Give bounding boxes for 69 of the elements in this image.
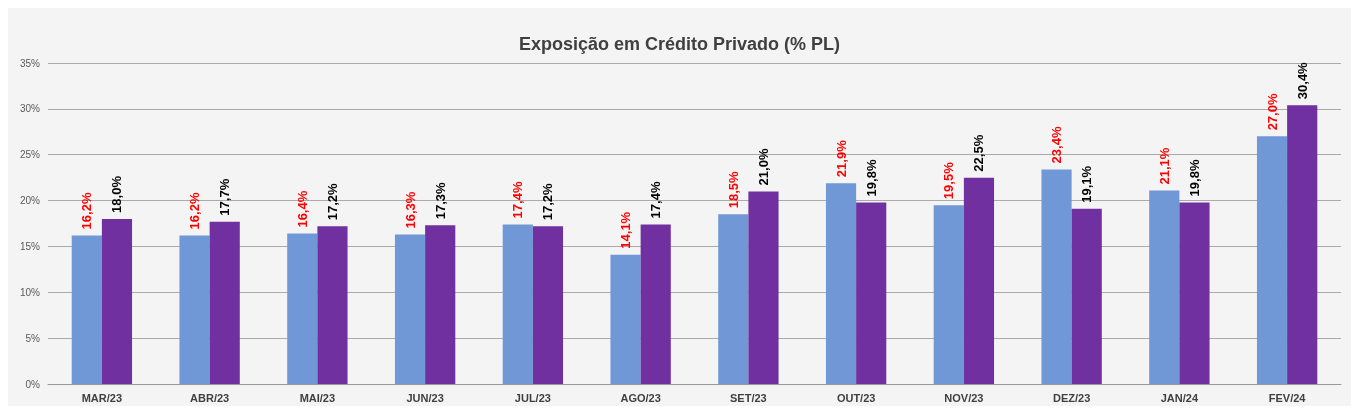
data-label: 19,8% — [1186, 159, 1202, 197]
x-tick-label: OUT/23 — [836, 391, 876, 404]
x-tick-label: FEV/24 — [1268, 391, 1307, 404]
data-label: 19,1% — [1079, 165, 1095, 203]
x-tick-label: ABR/23 — [190, 391, 230, 404]
y-tick-label: 15% — [19, 240, 41, 252]
bar — [640, 224, 671, 384]
y-tick-label: 20% — [19, 195, 41, 207]
bar — [394, 234, 426, 384]
bar — [502, 224, 533, 384]
x-tick-label: MAI/23 — [299, 391, 336, 404]
data-label: 22,5% — [971, 134, 987, 172]
data-label: 14,1% — [618, 211, 634, 249]
data-label: 19,8% — [863, 159, 879, 197]
y-tick-label: 10% — [19, 286, 41, 298]
x-tick-label: JUN/23 — [406, 391, 444, 404]
data-label: 30,4% — [1294, 61, 1310, 100]
x-tick-label: MAR/23 — [81, 391, 123, 404]
bar — [1256, 136, 1288, 384]
data-label: 19,5% — [941, 161, 957, 200]
bar — [825, 183, 857, 384]
data-label: 21,9% — [833, 139, 849, 178]
data-label: 17,4% — [510, 181, 526, 219]
data-label: 17,2% — [324, 182, 340, 221]
x-tick-label: DEZ/23 — [1052, 391, 1091, 404]
bar — [933, 205, 964, 384]
data-label: 17,4% — [648, 181, 664, 219]
x-tick-label: SET/23 — [730, 391, 767, 404]
bar — [1041, 169, 1072, 384]
data-label: 21,1% — [1156, 147, 1172, 185]
y-tick-label: 0% — [25, 378, 41, 390]
bar — [1149, 190, 1180, 384]
x-tick-label: AGO/23 — [620, 391, 661, 404]
y-tick-label: 25% — [19, 149, 41, 161]
x-tick-label: NOV/23 — [944, 391, 984, 404]
bar — [209, 221, 240, 384]
data-label: 18,5% — [725, 171, 741, 209]
data-label: 17,2% — [540, 182, 556, 221]
bar — [287, 233, 318, 384]
data-label: 21,0% — [755, 148, 771, 186]
bar — [718, 214, 749, 384]
x-tick-label: JAN/24 — [1160, 391, 1199, 404]
y-tick-label: 35% — [19, 57, 41, 69]
bar — [963, 177, 995, 384]
y-tick-label: 5% — [25, 332, 41, 344]
data-label: 16,4% — [294, 190, 310, 228]
bar — [856, 202, 887, 384]
x-tick-label: JUL/23 — [514, 391, 551, 404]
data-label: 16,3% — [402, 191, 418, 229]
data-label: 16,2% — [79, 192, 95, 230]
chart-title: Exposição em Crédito Privado (% PL) — [518, 34, 841, 54]
bar — [1071, 208, 1102, 384]
data-label: 17,7% — [217, 178, 233, 216]
bar — [1287, 105, 1318, 384]
bar — [1179, 202, 1210, 384]
bar — [71, 235, 102, 384]
y-tick-label: 30% — [19, 103, 41, 115]
bar — [425, 225, 456, 384]
bar — [179, 235, 210, 384]
data-label: 18,0% — [109, 175, 125, 213]
data-label: 17,3% — [432, 182, 448, 220]
bar — [317, 226, 348, 384]
bar — [610, 254, 641, 384]
bar — [532, 226, 564, 384]
bar — [748, 191, 779, 384]
data-label: 27,0% — [1264, 93, 1280, 131]
bar — [101, 218, 133, 384]
data-label: 16,2% — [187, 192, 203, 230]
data-label: 23,4% — [1049, 126, 1065, 164]
